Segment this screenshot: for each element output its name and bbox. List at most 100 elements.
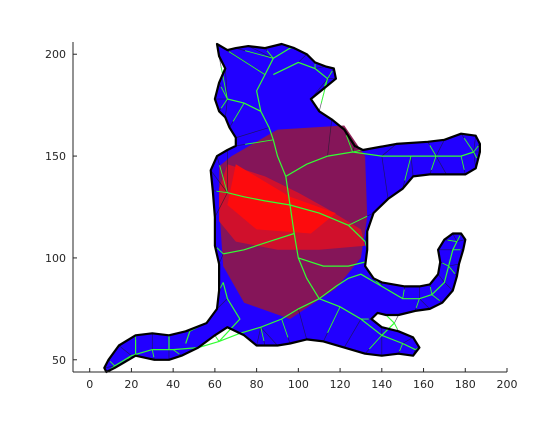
skeleton-spoke xyxy=(463,137,474,153)
triangle-edge xyxy=(298,308,308,340)
skeleton-spoke xyxy=(399,343,404,352)
shape-outline xyxy=(103,42,481,374)
triangle-edge xyxy=(248,45,274,59)
outline-layer xyxy=(103,42,481,374)
skeleton-branch xyxy=(298,257,366,267)
skeleton-branch xyxy=(381,314,396,336)
triangle-edge xyxy=(216,298,228,310)
skeleton-spoke xyxy=(431,294,440,302)
skeleton-spoke xyxy=(327,306,341,333)
skeleton-branch xyxy=(273,61,328,80)
skeleton-spoke xyxy=(442,262,449,267)
skeleton-spoke xyxy=(368,335,383,350)
shape-fill-layer xyxy=(104,44,480,372)
skeleton-spoke xyxy=(219,282,224,289)
triangle-edge xyxy=(452,233,458,242)
skeleton-spoke xyxy=(456,235,461,242)
skeleton-spoke xyxy=(266,50,274,59)
skeleton-spoke xyxy=(281,318,289,338)
triangle-edge xyxy=(260,326,278,346)
y-tick-label: 200 xyxy=(45,48,66,61)
skeleton-spoke xyxy=(393,322,398,330)
skeleton-spoke xyxy=(375,280,383,287)
skeleton-spoke xyxy=(220,86,228,100)
triangle-edge xyxy=(381,156,389,199)
x-tick-label: 120 xyxy=(330,378,351,391)
skeleton-spoke xyxy=(460,155,465,170)
skeleton-spoke xyxy=(215,336,220,342)
triangle-edge xyxy=(256,327,262,346)
y-tick-label: 100 xyxy=(45,252,66,265)
triangle-edge xyxy=(104,365,115,369)
triangle-edge xyxy=(298,53,307,63)
skeleton-spoke xyxy=(245,139,274,145)
skeleton-spoke xyxy=(404,155,412,181)
skeleton-branch xyxy=(227,192,291,206)
triangle-edge xyxy=(394,314,399,324)
triangle-edge xyxy=(381,143,397,157)
skeleton-spoke xyxy=(172,349,180,355)
x-tick-label: 180 xyxy=(455,378,476,391)
skeleton-branch xyxy=(285,151,474,177)
triangle-edge xyxy=(224,68,228,100)
skeleton-spoke xyxy=(429,286,433,295)
skeleton-spoke xyxy=(415,298,420,308)
triangle-edge xyxy=(118,345,132,356)
x-tick-label: 140 xyxy=(371,378,392,391)
skeleton-branch xyxy=(218,282,241,342)
skeleton-branch xyxy=(227,98,262,112)
fill-core-hot xyxy=(227,164,336,234)
triangle-edge xyxy=(410,156,414,177)
x-tick-label: 20 xyxy=(124,378,138,391)
skeleton-spoke xyxy=(216,247,224,255)
triangle-edge xyxy=(435,155,447,175)
x-tick-label: 160 xyxy=(413,378,434,391)
skeleton-spoke xyxy=(320,78,328,104)
skeleton-spoke xyxy=(348,215,368,226)
skeleton-spoke xyxy=(220,66,228,100)
x-tick-label: 100 xyxy=(288,378,309,391)
triangle-edge xyxy=(435,139,445,157)
skeleton-spoke xyxy=(473,151,478,159)
triangle-edge xyxy=(224,98,228,118)
skeleton-spoke xyxy=(245,50,274,59)
x-tick-label: 60 xyxy=(208,378,222,391)
skeleton-spoke xyxy=(345,135,354,153)
skeleton-spoke xyxy=(430,155,437,170)
triangle-edge xyxy=(473,135,477,153)
skeleton-branch xyxy=(318,241,458,300)
triangle-edge xyxy=(402,337,414,344)
skeleton-spoke xyxy=(109,360,116,367)
triangle-edge xyxy=(343,318,362,348)
triangle-edge xyxy=(210,170,228,193)
skeleton-branch xyxy=(185,331,191,344)
triangle-edge xyxy=(419,298,431,310)
skeleton-spoke xyxy=(232,102,245,122)
skeleton-spoke xyxy=(151,349,155,358)
skeleton-spoke xyxy=(216,190,228,194)
skeleton-spoke xyxy=(429,145,437,157)
skeleton-branch xyxy=(318,298,416,351)
skeleton-branch xyxy=(255,47,320,300)
y-tick-label: 50 xyxy=(52,354,66,367)
triangle-edge xyxy=(437,274,445,283)
skeleton-spoke xyxy=(327,70,333,79)
skeleton-spoke xyxy=(352,150,361,153)
skeleton-spoke xyxy=(473,145,479,153)
skeleton-branch xyxy=(223,232,295,255)
skeleton-spoke xyxy=(228,51,266,75)
medial-axis-layer xyxy=(108,47,479,371)
axes-layer: 0 20 40 60 80 100 120 140 160 180 200 50 100 150 200 xyxy=(45,42,518,391)
skeleton-spoke xyxy=(447,239,457,243)
triangle-edge xyxy=(444,282,453,291)
skeleton-spoke xyxy=(219,165,228,193)
triangle-edge xyxy=(214,192,228,218)
x-tick-label: 200 xyxy=(497,378,518,391)
skeleton-branch xyxy=(289,204,366,243)
x-tick-label: 0 xyxy=(86,378,93,391)
skeleton-spoke xyxy=(402,289,405,299)
skeleton-spoke xyxy=(260,327,265,342)
triangle-edge xyxy=(448,263,460,267)
